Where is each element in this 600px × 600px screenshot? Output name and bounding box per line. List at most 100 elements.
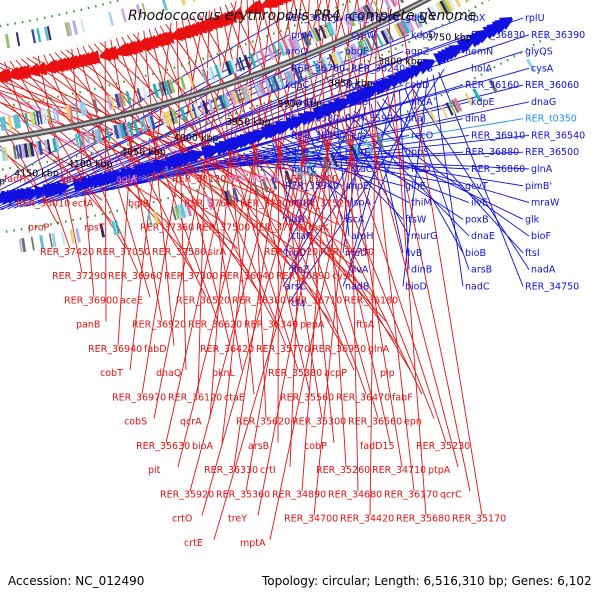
gene-label-plus: RER_36910 [471,130,525,141]
gene-label-minus: RER_36180 [344,295,398,306]
cog-feature [135,4,143,19]
cog-feature [230,59,238,74]
cog-feature [35,141,40,156]
label-leader-line [0,62,339,225]
gene-label-minus: ctaE [224,392,245,403]
gene-label-plus: ftsW [405,214,427,225]
label-leader-lines [0,0,530,540]
cog-feature [245,85,253,100]
gene-label-minus: RER_36890 [276,271,330,282]
cog-feature [141,86,149,101]
gene-label-plus: arsB [471,265,492,276]
label-leader-line [165,135,410,177]
cog-feature [284,170,293,185]
cog-feature [384,0,392,10]
cog-feature [321,156,330,171]
gene-label-plus: RER_36880 [465,147,519,158]
cog-feature [15,144,20,159]
gene-label-minus: RER_35620 [236,417,290,428]
cog-feature [353,143,362,159]
cog-feature [192,0,196,2]
gene-label-minus: RER_37020 [264,247,318,258]
cog-feature [201,100,209,115]
gene-label-plus: trpD [285,248,306,259]
gene-label-minus: RER_36620 [188,320,242,331]
cog-feature [293,67,302,82]
gene-label-plus: poxB [465,214,489,225]
cog-feature [199,101,206,116]
label-leader-line [15,59,183,250]
cog-feature [413,13,423,28]
gene-label-minus: panB [76,320,100,331]
gene-label-minus: crtE [184,538,203,549]
gene-label-plus: holA [471,63,492,74]
gene-label-plus: ahpE [345,181,369,192]
cog-feature [403,18,413,33]
label-leader-line [177,134,530,174]
cog-feature [275,75,283,89]
label-leader-line [0,17,464,200]
label-leader-line [153,0,237,419]
label-leader-line [348,93,395,270]
minus-strand-gene [120,167,136,182]
cog-feature [352,10,361,24]
gene-label-plus: cobD [405,80,429,91]
gene-label-plus: dinB [411,265,432,276]
cog-feature [171,109,179,124]
minus-strand-gene [467,33,484,48]
cog-feature [320,57,329,71]
minus-strand-gene [312,107,326,121]
cog-feature [328,53,336,68]
cog-feature [259,48,267,64]
label-leader-line [296,133,530,203]
cog-feature [386,27,394,42]
label-leader-line [272,142,290,203]
gene-label-plus: metF [345,248,369,259]
cog-feature [171,206,177,221]
gene-label-plus: clpX [465,13,486,24]
gene-label-plus: RER_36590 [345,13,399,24]
minus-strand-gene [345,94,358,108]
gene-label-plus: RER_36580 [285,114,339,125]
cog-feature [285,70,294,86]
kbp-tick-label: 4100 kbp [68,159,113,170]
gene-label-minus: qcrC [440,489,462,500]
cog-feature [223,190,231,206]
gene-label-minus: ftsA [356,320,375,331]
gene-label-minus: RER_35630 [136,441,190,452]
gene-label-plus: ftsZ [291,265,310,276]
gene-label-minus: RER_36960 [108,271,162,282]
gene-label-minus: RER_36710 [288,295,342,306]
cog-feature [26,142,32,157]
cog-feature [4,146,9,161]
cog-feature [138,118,145,133]
cog-feature [91,130,97,145]
minus-strand-gene [214,142,231,156]
cog-feature [206,196,213,211]
gene-label-plus: nadA [531,265,556,276]
cog-feature [441,0,451,13]
cog-feature [132,119,140,135]
gene-label-plus: ctaC [351,164,373,175]
gene-label-plus: murE [345,147,370,158]
gene-label-minus: RER_37300 [164,271,218,282]
gene-label-plus: glnE [405,181,426,192]
cog-feature [308,29,317,44]
gene-label-minus: epn [404,417,422,428]
cog-feature [406,17,415,32]
cog-feature [54,107,60,122]
label-leader-line [117,32,139,346]
gene-label-minus: pit [148,465,161,476]
gene-label-minus: aglA [116,174,137,185]
kbp-tick-label: 4050 kbp [121,147,166,158]
cog-feature [71,20,79,35]
cog-feature [324,22,332,37]
cog-feature [216,63,225,79]
cog-feature [267,78,275,93]
gene-label-plus: RER_36160 [465,80,519,91]
cog-feature [398,21,408,36]
cog-feature [411,15,420,29]
cog-feature [383,28,392,43]
cog-feature [347,12,356,27]
cog-feature [1,116,8,131]
